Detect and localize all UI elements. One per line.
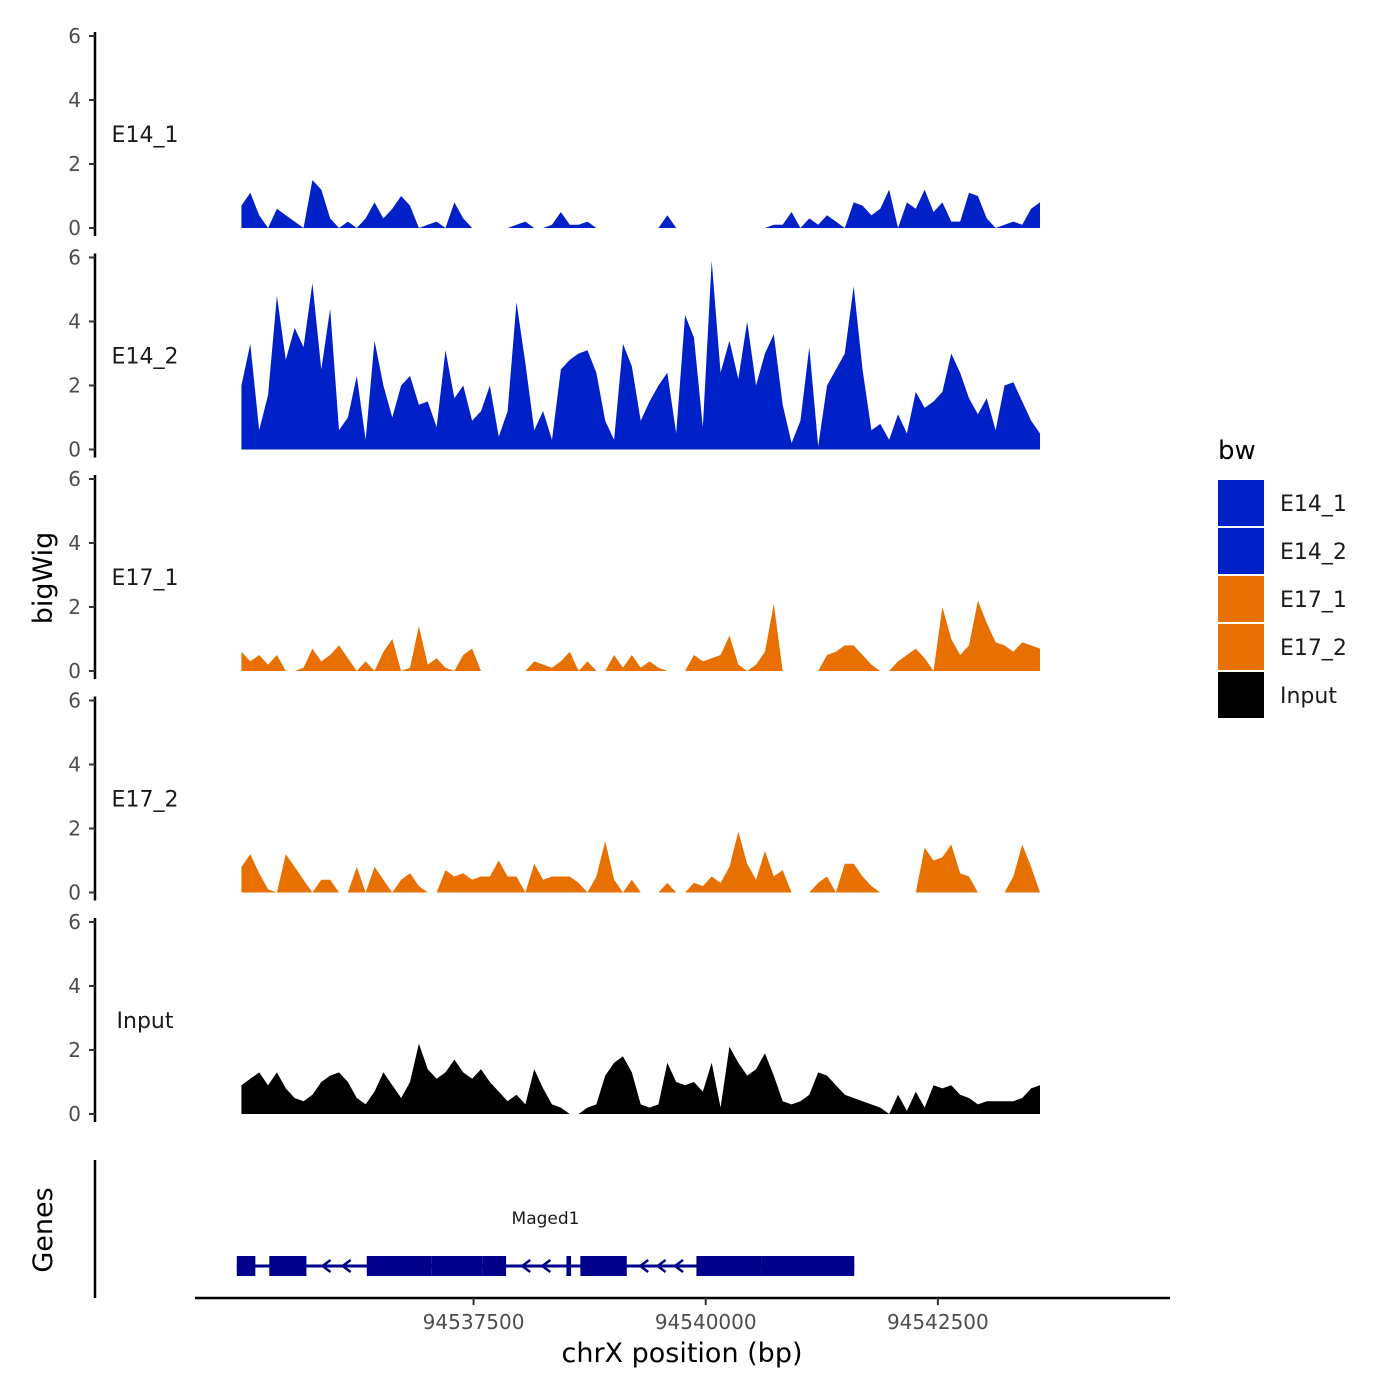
y-tick-label-E17_1-6: 6	[68, 467, 81, 491]
y-tick-label-E17_2-0: 0	[68, 881, 81, 905]
y-tick-label-E14_1-2: 2	[68, 152, 81, 176]
y-tick-label-E17_1-0: 0	[68, 659, 81, 683]
gene-panel: Maged1	[93, 1160, 855, 1298]
track-label-E17_1: E17_1	[112, 566, 179, 591]
track-label-E17_2: E17_2	[112, 788, 179, 813]
y-tick-label-E17_2-2: 2	[68, 817, 81, 841]
y-tick-label-E14_2-6: 6	[68, 246, 81, 270]
legend-label-E17_2: E17_2	[1280, 636, 1347, 661]
gene-exon-3	[431, 1256, 483, 1276]
gene-exon-8	[761, 1256, 841, 1276]
legend-swatch-E14_2	[1218, 528, 1264, 574]
legend-swatch-E17_2	[1218, 624, 1264, 670]
track-label-E14_2: E14_2	[112, 345, 179, 370]
track-E14_2: 0 2 4 6 E14_2	[68, 246, 1040, 462]
genes-axis-title: Genes	[28, 1187, 59, 1272]
area-E14_2	[241, 260, 1040, 450]
x-tick-label-94542500: 94542500	[887, 1310, 989, 1334]
legend-label-E14_2: E14_2	[1280, 540, 1347, 565]
legend-swatch-E17_1	[1218, 576, 1264, 622]
gene-exon-5	[566, 1256, 572, 1276]
y-tick-label-Input-0: 0	[68, 1102, 81, 1126]
area-Input	[241, 1043, 1040, 1114]
y-tick-label-E14_2-0: 0	[68, 438, 81, 462]
legend-swatch-E14_1	[1218, 480, 1264, 526]
gene-exon-0	[236, 1256, 256, 1276]
gene-exon-6	[580, 1256, 627, 1276]
area-E17_1	[241, 600, 1040, 671]
gene-exon-9	[832, 1256, 855, 1276]
y-tick-label-E14_1-0: 0	[68, 216, 81, 240]
x-axis-title: chrX position (bp)	[561, 1338, 802, 1369]
strand-arrow	[638, 1259, 649, 1273]
track-Input: 0 2 4 6 Input	[68, 910, 1040, 1126]
y-tick-label-E14_2-2: 2	[68, 374, 81, 398]
area-E17_2	[241, 831, 1040, 893]
track-E17_2: 0 2 4 6 E17_2	[68, 689, 1040, 905]
y-tick-label-E17_1-2: 2	[68, 595, 81, 619]
gene-exon-1	[269, 1256, 307, 1276]
legend-label-Input: Input	[1280, 684, 1337, 709]
legend: bw E14_1 E14_2 E17_1 E17_2 Input	[1218, 436, 1347, 718]
track-label-Input: Input	[117, 1009, 174, 1034]
legend-title: bw	[1218, 436, 1256, 466]
track-E17_1: 0 2 4 6 E17_1	[68, 467, 1040, 683]
legend-label-E17_1: E17_1	[1280, 588, 1347, 613]
gene-name-label: Maged1	[512, 1209, 580, 1229]
y-tick-label-E14_2-4: 4	[68, 310, 81, 334]
gene-exon-7	[696, 1256, 762, 1276]
y-tick-label-E17_2-6: 6	[68, 689, 81, 713]
y-tick-label-E14_1-4: 4	[68, 88, 81, 112]
y-tick-label-E17_1-4: 4	[68, 531, 81, 555]
strand-arrow	[655, 1259, 667, 1273]
gene-exon-4	[482, 1256, 507, 1276]
y-tick-label-E17_2-4: 4	[68, 753, 81, 777]
legend-label-E14_1: E14_1	[1280, 492, 1347, 517]
legend-swatch-Input	[1218, 672, 1264, 718]
strand-arrow	[320, 1259, 332, 1273]
track-label-E14_1: E14_1	[112, 123, 179, 148]
y-tick-label-E14_1-6: 6	[68, 24, 81, 48]
strand-arrow	[340, 1259, 352, 1273]
strand-arrow	[540, 1259, 552, 1273]
y-tick-label-Input-6: 6	[68, 910, 81, 934]
y-tick-label-Input-2: 2	[68, 1038, 81, 1062]
x-tick-label-94537500: 94537500	[423, 1310, 525, 1334]
y-axis-title: bigWig	[28, 532, 59, 625]
x-axis: 94537500 94540000 94542500	[195, 1296, 1170, 1334]
strand-arrow	[672, 1259, 684, 1273]
strand-arrow	[520, 1259, 531, 1273]
area-E14_1	[241, 180, 1040, 228]
y-tick-label-Input-4: 4	[68, 974, 81, 998]
signal-tracks: 0 2 4 6 E14_1 0 2 4 6 E14_2 0 2 4 6 E17_1 0 2 4 6 E17_2 0 2 4 6…	[68, 24, 1040, 1126]
x-tick-label-94540000: 94540000	[655, 1310, 757, 1334]
gene-exon-2	[366, 1256, 432, 1276]
track-E14_1: 0 2 4 6 E14_1	[68, 24, 1040, 240]
